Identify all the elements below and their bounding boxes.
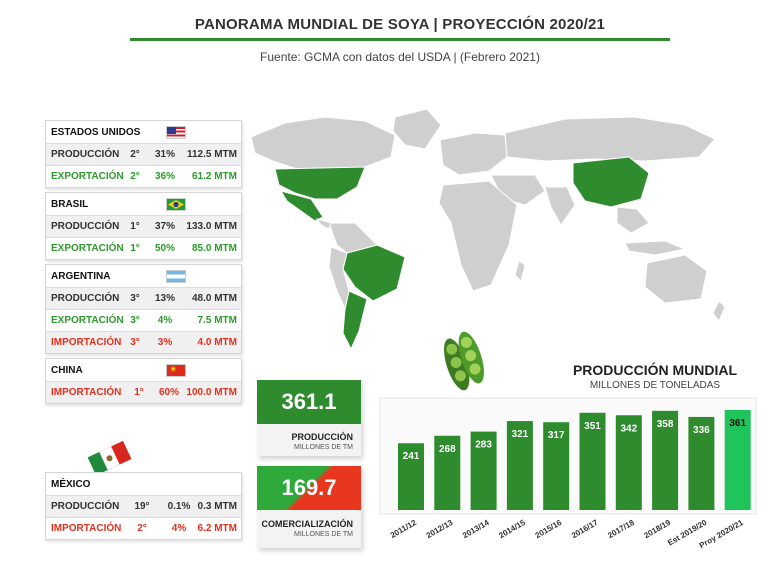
- kpi-production-unit: MILLONES DE TM: [294, 444, 353, 451]
- map-south-america-north: [328, 222, 378, 254]
- category-label: 2015/16: [534, 518, 564, 541]
- bar-value-label: 351: [584, 421, 601, 432]
- category-label: 2012/13: [425, 518, 455, 541]
- bar-2016/17: [579, 412, 606, 510]
- table-row: EXPORTACIÓN 1° 50% 85.0 MTM: [46, 237, 241, 259]
- kpi-production-value: 361.1: [257, 380, 361, 424]
- usa-flag-icon: [166, 125, 186, 139]
- map-usa: [274, 166, 366, 200]
- bar-Proy 2020/21: [724, 410, 751, 510]
- map-australia: [644, 254, 708, 304]
- bar-value-label: 283: [475, 440, 492, 451]
- page-title: PANORAMA MUNDIAL DE SOYA | PROYECCIÓN 20…: [194, 16, 606, 33]
- category-label: 2016/17: [570, 518, 600, 541]
- country-name: ESTADOS UNIDOS: [51, 126, 141, 138]
- kpi-production: 361.1: [257, 380, 361, 424]
- chart-title: PRODUCCIÓN MUNDIAL: [572, 362, 738, 378]
- table-usa: ESTADOS UNIDOS PRODUCCIÓN 2° 31% 112.5 M…: [45, 120, 242, 188]
- china-flag-icon: ★: [166, 363, 186, 377]
- table-row: PRODUCCIÓN 1° 37% 133.0 MTM: [46, 215, 241, 237]
- table-row: PRODUCCIÓN 3° 13% 48.0 MTM: [46, 287, 241, 309]
- country-name: MÉXICO: [51, 478, 91, 490]
- bar-2012/13: [434, 435, 461, 510]
- bar-2013/14: [470, 431, 497, 510]
- map-europe: [439, 132, 508, 176]
- category-label: 2013/14: [461, 518, 491, 541]
- map-brazil: [342, 244, 406, 302]
- map-se-asia: [616, 206, 650, 234]
- bar-value-label: 321: [512, 429, 529, 440]
- table-row: EXPORTACIÓN 2° 36% 61.2 MTM: [46, 165, 241, 187]
- map-central-america: [315, 218, 332, 230]
- map-africa: [438, 180, 518, 292]
- mexico-flag-icon: [87, 440, 132, 476]
- bar-value-label: 358: [657, 419, 674, 430]
- bar-value-label: 336: [693, 425, 710, 436]
- title-rule: [130, 38, 670, 41]
- table-china: CHINA ★ IMPORTACIÓN 1° 60% 100.0 MTM: [45, 358, 242, 404]
- map-nz: [712, 300, 726, 322]
- table-row: PRODUCCIÓN 2° 31% 112.5 MTM: [46, 143, 241, 165]
- map-china: [572, 156, 650, 208]
- kpi-production-label: PRODUCCIÓN: [291, 432, 353, 442]
- map-india: [544, 186, 576, 226]
- category-label: 2014/15: [497, 518, 527, 541]
- table-row: PRODUCCIÓN 19° 0.1% 0.3 MTM: [46, 495, 241, 517]
- bar-2017/18: [615, 415, 642, 510]
- country-name: BRASIL: [51, 198, 89, 210]
- bar-2014/15: [506, 421, 533, 510]
- world-map: [250, 108, 726, 351]
- map-south-america-west: [328, 246, 350, 311]
- argentina-flag-icon: [166, 269, 186, 283]
- kpi-trade: 169.7: [257, 466, 361, 510]
- table-row: IMPORTACIÓN 2° 4% 6.2 MTM: [46, 517, 241, 539]
- category-label: 2018/19: [643, 518, 673, 541]
- map-mexico: [279, 190, 324, 222]
- bar-value-label: 317: [548, 430, 565, 441]
- brazil-flag-icon: [166, 197, 186, 211]
- country-name: CHINA: [51, 364, 83, 376]
- bar-value-label: 361: [729, 418, 746, 429]
- table-row: EXPORTACIÓN 3° 4% 7.5 MTM: [46, 309, 241, 331]
- table-mexico: MÉXICO PRODUCCIÓN 19° 0.1% 0.3 MTM IMPOR…: [45, 472, 242, 540]
- map-russia: [504, 116, 716, 162]
- chart-subtitle: MILLONES DE TONELADAS: [589, 380, 721, 391]
- soybean-pod-icon: [444, 331, 484, 391]
- bar-value-label: 268: [439, 444, 456, 455]
- bar-2015/16: [543, 422, 570, 510]
- bar-value-label: 241: [403, 451, 420, 462]
- bar-2011/12: [398, 443, 424, 510]
- bar-2018/19: [652, 410, 679, 510]
- source-note: Fuente: GCMA con datos del USDA | (Febre…: [260, 50, 540, 64]
- table-row: IMPORTACIÓN 1° 60% 100.0 MTM: [46, 381, 241, 403]
- kpi-trade-value: 169.7: [257, 466, 361, 510]
- bar-value-label: 342: [620, 423, 637, 434]
- category-label: 2011/12: [389, 518, 419, 540]
- category-label: 2017/18: [606, 518, 636, 541]
- map-indonesia: [624, 240, 687, 256]
- map-madagascar: [514, 260, 526, 282]
- country-name: ARGENTINA: [51, 270, 111, 282]
- kpi-trade-label: COMERCIALIZACIÓN: [261, 519, 354, 529]
- table-argentina: ARGENTINA PRODUCCIÓN 3° 13% 48.0 MTM EXP…: [45, 264, 242, 354]
- map-greenland: [392, 108, 442, 150]
- map-canada: [250, 116, 396, 172]
- bar-Est 2019/20: [688, 416, 715, 510]
- kpi-trade-unit: MILLONES DE TM: [294, 531, 353, 538]
- table-brasil: BRASIL PRODUCCIÓN 1° 37% 133.0 MTM EXPOR…: [45, 192, 242, 260]
- table-row: IMPORTACIÓN 3° 3% 4.0 MTM: [46, 331, 241, 353]
